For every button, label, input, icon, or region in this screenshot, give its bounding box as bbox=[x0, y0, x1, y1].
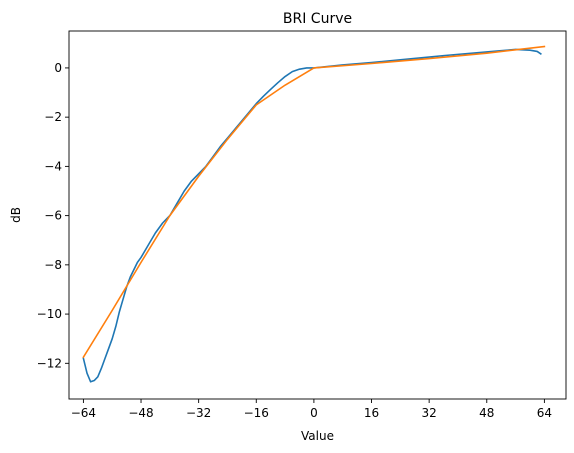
y-tick-label: −12 bbox=[37, 356, 62, 370]
x-tick-label: −64 bbox=[71, 406, 96, 420]
y-tick-label: −6 bbox=[44, 209, 62, 223]
x-tick-label: 64 bbox=[537, 406, 552, 420]
x-tick-label: 0 bbox=[310, 406, 318, 420]
y-tick-label: −10 bbox=[37, 307, 62, 321]
y-tick-label: −4 bbox=[44, 159, 62, 173]
series-line-2 bbox=[82, 45, 546, 359]
x-tick-label: −16 bbox=[244, 406, 269, 420]
x-tick-label: −32 bbox=[186, 406, 211, 420]
y-tick-label: 0 bbox=[54, 61, 62, 75]
y-tick-label: −2 bbox=[44, 110, 62, 124]
axes-frame bbox=[68, 30, 567, 400]
plot-area: −64 −48 −32 −16 0 16 32 48 64 −12 −10 −8 −6 −4 −2 0 bbox=[37, 30, 567, 420]
x-tick-label: 32 bbox=[422, 406, 437, 420]
x-axis-label: Value bbox=[301, 429, 334, 443]
chart-title: BRI Curve bbox=[283, 11, 352, 27]
y-tick-label: −8 bbox=[44, 258, 62, 272]
x-tick-label: 48 bbox=[479, 406, 494, 420]
x-tick-label: 16 bbox=[364, 406, 379, 420]
y-axis-label: dB bbox=[9, 207, 23, 223]
x-tick-label: −48 bbox=[128, 406, 153, 420]
series-line-1 bbox=[82, 48, 542, 383]
